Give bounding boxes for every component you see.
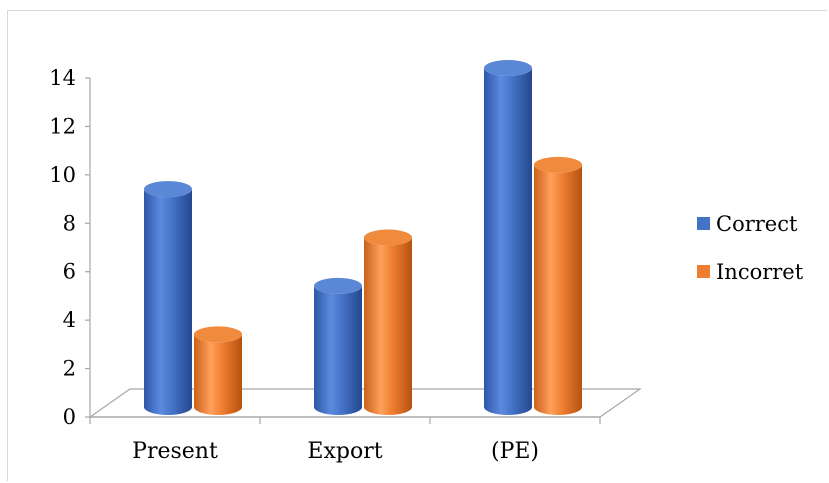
bar-top <box>144 181 192 198</box>
bar-top <box>314 277 362 294</box>
plot-area <box>144 60 582 415</box>
legend-label: Incorret <box>716 260 804 284</box>
y-tick-label: 2 <box>63 357 76 381</box>
bar-incorret-pe <box>534 156 582 415</box>
y-tick-label: 8 <box>63 211 76 235</box>
bar-correct-pe <box>484 60 532 415</box>
y-axis: 0 2 4 6 8 10 12 14 <box>49 66 91 429</box>
bar-incorret-export <box>364 229 412 415</box>
bar-body <box>364 237 412 415</box>
bar-top <box>484 60 532 76</box>
bar-body <box>314 285 362 415</box>
chart-frame <box>7 10 827 481</box>
y-tick-label: 10 <box>49 163 76 187</box>
y-tick-label: 14 <box>49 66 76 90</box>
x-category-label: Export <box>307 439 382 464</box>
bar-top <box>194 326 242 343</box>
bar-incorret-present <box>194 326 242 415</box>
bar-correct-export <box>314 277 362 415</box>
y-tick-label: 6 <box>63 260 76 284</box>
bar-correct-present <box>144 181 192 415</box>
y-tick-label: 0 <box>63 405 76 429</box>
bar-top <box>364 229 412 246</box>
legend: Correct Incorret <box>697 212 804 284</box>
bar-body <box>484 68 532 415</box>
bar-body <box>534 164 582 415</box>
legend-swatch <box>697 217 710 230</box>
bar-top <box>534 156 582 173</box>
y-tick-label: 4 <box>63 308 76 332</box>
y-tick-label: 12 <box>49 114 76 138</box>
legend-label: Correct <box>716 212 798 236</box>
legend-swatch <box>697 265 710 278</box>
bar-body <box>194 334 242 415</box>
x-category-label: Present <box>132 439 218 464</box>
bar-body <box>144 189 192 415</box>
x-axis: Present Export (PE) <box>89 416 601 464</box>
x-category-label: (PE) <box>491 439 539 464</box>
